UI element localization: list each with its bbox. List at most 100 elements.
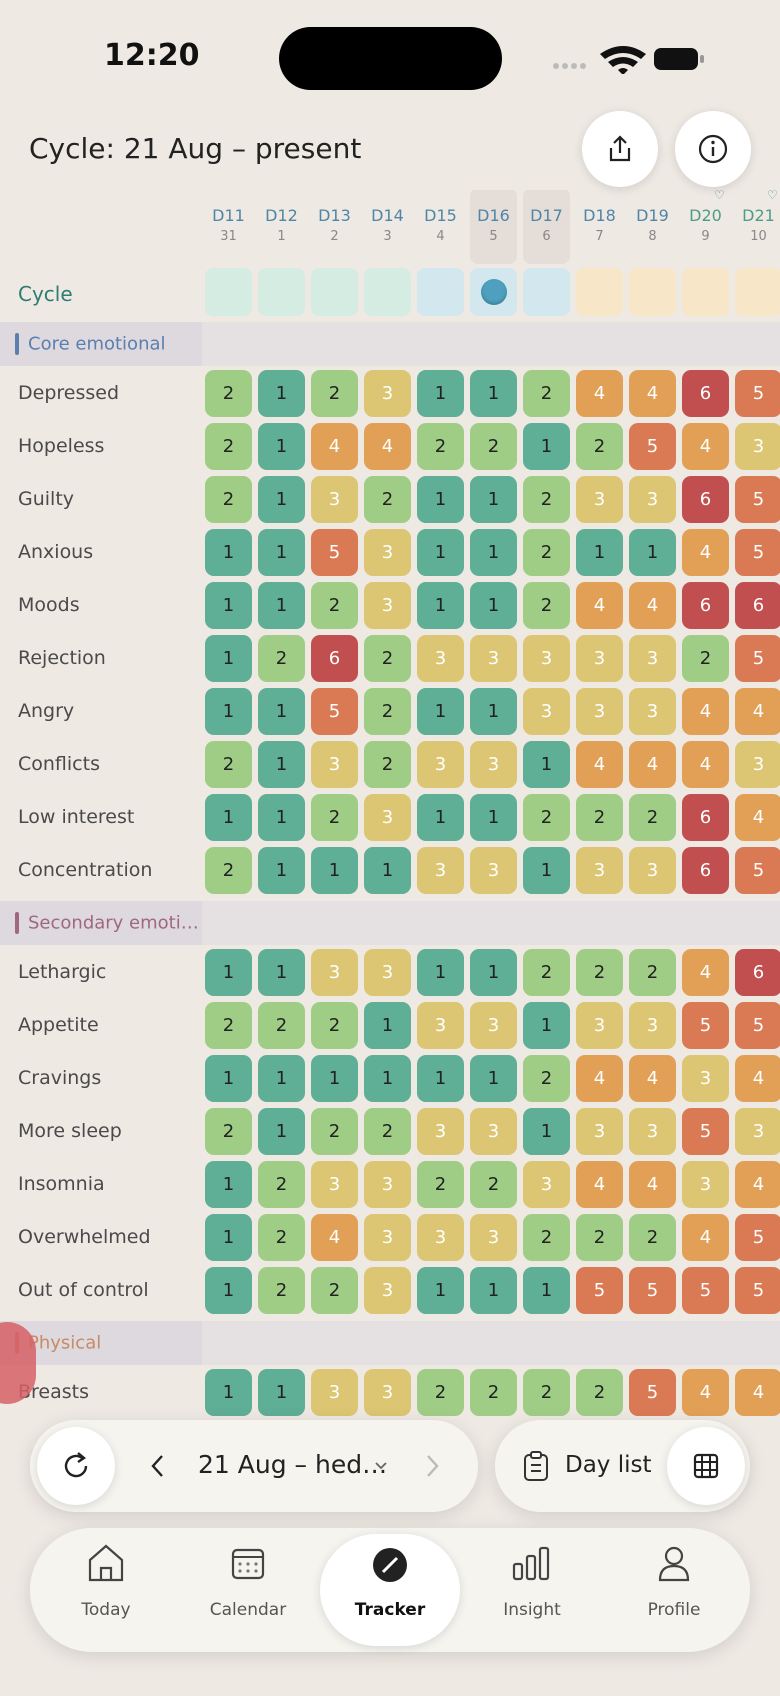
score-cell: 3 [470, 1214, 517, 1261]
score-cell: 1 [470, 476, 517, 523]
score-cell: 1 [470, 949, 517, 996]
score-cell: 4 [576, 741, 623, 788]
score-cell: 1 [205, 794, 252, 841]
row-label: Insomnia [18, 1173, 105, 1195]
score-cell: 3 [576, 635, 623, 682]
score-cell: 2 [523, 1055, 570, 1102]
day-label: D20 [689, 206, 722, 225]
score-cell: 1 [417, 688, 464, 735]
day-date: 1 [277, 229, 286, 244]
score-cell: 4 [682, 1369, 729, 1416]
score-cell: 1 [258, 688, 305, 735]
info-button[interactable] [675, 111, 751, 187]
score-cell: 2 [205, 476, 252, 523]
score-cell: 1 [629, 529, 676, 576]
cycle-cell [364, 268, 411, 316]
grid-view-button[interactable] [667, 1427, 745, 1505]
day-date: 7 [595, 229, 604, 244]
score-cell: 3 [417, 847, 464, 894]
row-label: Low interest [18, 806, 135, 828]
score-cell: 4 [682, 423, 729, 470]
range-pill: 21 Aug – hed… [30, 1420, 478, 1512]
score-cell: 1 [364, 1002, 411, 1049]
score-cell: 6 [682, 847, 729, 894]
score-cell: 4 [629, 1161, 676, 1208]
score-cell: 3 [470, 1108, 517, 1155]
score-cell: 4 [735, 688, 780, 735]
section-band-left [0, 322, 202, 366]
score-cell: 3 [311, 476, 358, 523]
score-cell: 3 [311, 1161, 358, 1208]
score-cell: 4 [364, 423, 411, 470]
score-cell: 4 [576, 370, 623, 417]
score-cell: 2 [311, 1002, 358, 1049]
score-cell: 2 [629, 1214, 676, 1261]
day-list-button[interactable]: Day list [565, 1452, 652, 1478]
tab-0[interactable]: Today [81, 1600, 131, 1620]
row-label: Angry [18, 700, 75, 722]
cycle-cell [417, 268, 464, 316]
tab-3[interactable]: Insight [503, 1600, 561, 1620]
score-cell: 3 [417, 635, 464, 682]
score-cell: 3 [417, 1002, 464, 1049]
day-label: D11 [212, 206, 245, 225]
row-label: Conflicts [18, 753, 100, 775]
range-dropdown[interactable] [373, 1458, 389, 1474]
score-cell: 4 [735, 1055, 780, 1102]
side-handle[interactable] [0, 1322, 36, 1404]
tab-1[interactable]: Calendar [209, 1600, 287, 1620]
day-date: 5 [489, 229, 498, 244]
tab-2[interactable]: Tracker [354, 1600, 426, 1620]
score-cell: 3 [470, 635, 517, 682]
cycle-cell [735, 268, 780, 316]
score-cell: 2 [364, 1108, 411, 1155]
day-date: 4 [436, 229, 445, 244]
score-cell: 2 [258, 635, 305, 682]
row-label: Hopeless [18, 435, 105, 457]
prev-button[interactable] [148, 1453, 168, 1479]
next-button[interactable] [422, 1453, 442, 1479]
score-cell: 1 [258, 1369, 305, 1416]
share-button[interactable] [582, 111, 658, 187]
score-cell: 1 [205, 1161, 252, 1208]
score-cell: 1 [258, 794, 305, 841]
score-cell: 4 [682, 1214, 729, 1261]
tab-4[interactable]: Profile [647, 1600, 701, 1620]
score-cell: 2 [417, 423, 464, 470]
score-cell: 2 [523, 1214, 570, 1261]
refresh-icon [64, 1452, 88, 1478]
cycle-cell [682, 268, 729, 316]
score-cell: 1 [470, 1267, 517, 1314]
score-cell: 6 [735, 582, 780, 629]
refresh-button[interactable] [37, 1427, 115, 1505]
score-cell: 2 [311, 794, 358, 841]
score-cell: 3 [576, 476, 623, 523]
tab-bar [30, 1528, 750, 1652]
score-cell: 1 [417, 370, 464, 417]
score-cell: 2 [311, 1267, 358, 1314]
score-cell: 1 [470, 529, 517, 576]
score-cell: 1 [205, 949, 252, 996]
score-cell: 2 [205, 423, 252, 470]
score-cell: 1 [258, 423, 305, 470]
score-cell: 3 [629, 847, 676, 894]
score-cell: 5 [682, 1108, 729, 1155]
score-cell: 5 [735, 476, 780, 523]
score-cell: 6 [682, 582, 729, 629]
day-date: 9 [701, 229, 710, 244]
row-label: Moods [18, 594, 80, 616]
score-cell: 3 [364, 1161, 411, 1208]
range-label[interactable]: 21 Aug – hed… [198, 1450, 388, 1479]
section-title: Physical [28, 1332, 102, 1354]
row-label: Appetite [18, 1014, 99, 1036]
score-cell: 1 [417, 476, 464, 523]
score-cell: 2 [258, 1267, 305, 1314]
score-cell: 1 [523, 423, 570, 470]
score-cell: 2 [311, 1108, 358, 1155]
score-cell: 3 [417, 1108, 464, 1155]
score-cell: 3 [417, 741, 464, 788]
score-cell: 3 [364, 1267, 411, 1314]
score-cell: 3 [523, 688, 570, 735]
score-cell: 1 [258, 741, 305, 788]
